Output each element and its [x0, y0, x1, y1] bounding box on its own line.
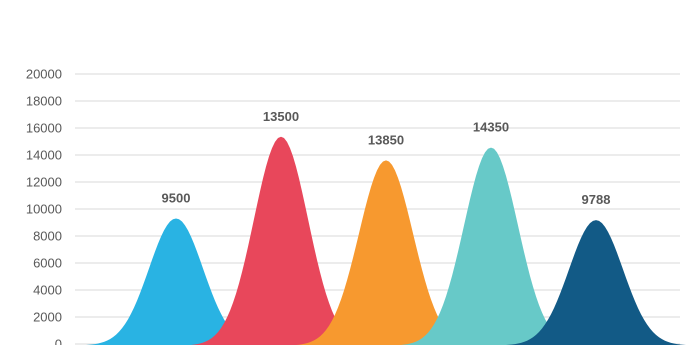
data-label-2: 13500	[263, 109, 299, 124]
y-tick-label-10: 20000	[26, 67, 62, 82]
y-tick-label-2: 4000	[33, 283, 62, 298]
y-tick-label-0: 0	[55, 337, 62, 345]
y-tick-label-4: 8000	[33, 229, 62, 244]
data-labels: 9500 13500 13850 14350 9788	[162, 109, 611, 207]
series-peaks	[86, 136, 686, 345]
y-axis-tick-labels: 0 2000 4000 6000 8000 10000 12000 14000 16000 180…	[26, 67, 62, 345]
y-tick-label-8: 16000	[26, 121, 62, 136]
peak-1	[86, 218, 266, 345]
peak-5	[506, 220, 686, 345]
peak-3	[296, 160, 476, 345]
peak-4	[401, 147, 581, 345]
peak-2	[191, 136, 371, 345]
data-label-5: 9788	[582, 192, 611, 207]
y-tick-label-6: 12000	[26, 175, 62, 190]
data-label-4: 14350	[473, 120, 509, 135]
y-tick-label-3: 6000	[33, 256, 62, 271]
y-tick-label-7: 14000	[26, 148, 62, 163]
data-label-3: 13850	[368, 132, 404, 147]
y-tick-label-1: 2000	[33, 310, 62, 325]
y-tick-label-5: 10000	[26, 202, 62, 217]
y-tick-label-9: 18000	[26, 94, 62, 109]
data-label-1: 9500	[162, 190, 191, 205]
